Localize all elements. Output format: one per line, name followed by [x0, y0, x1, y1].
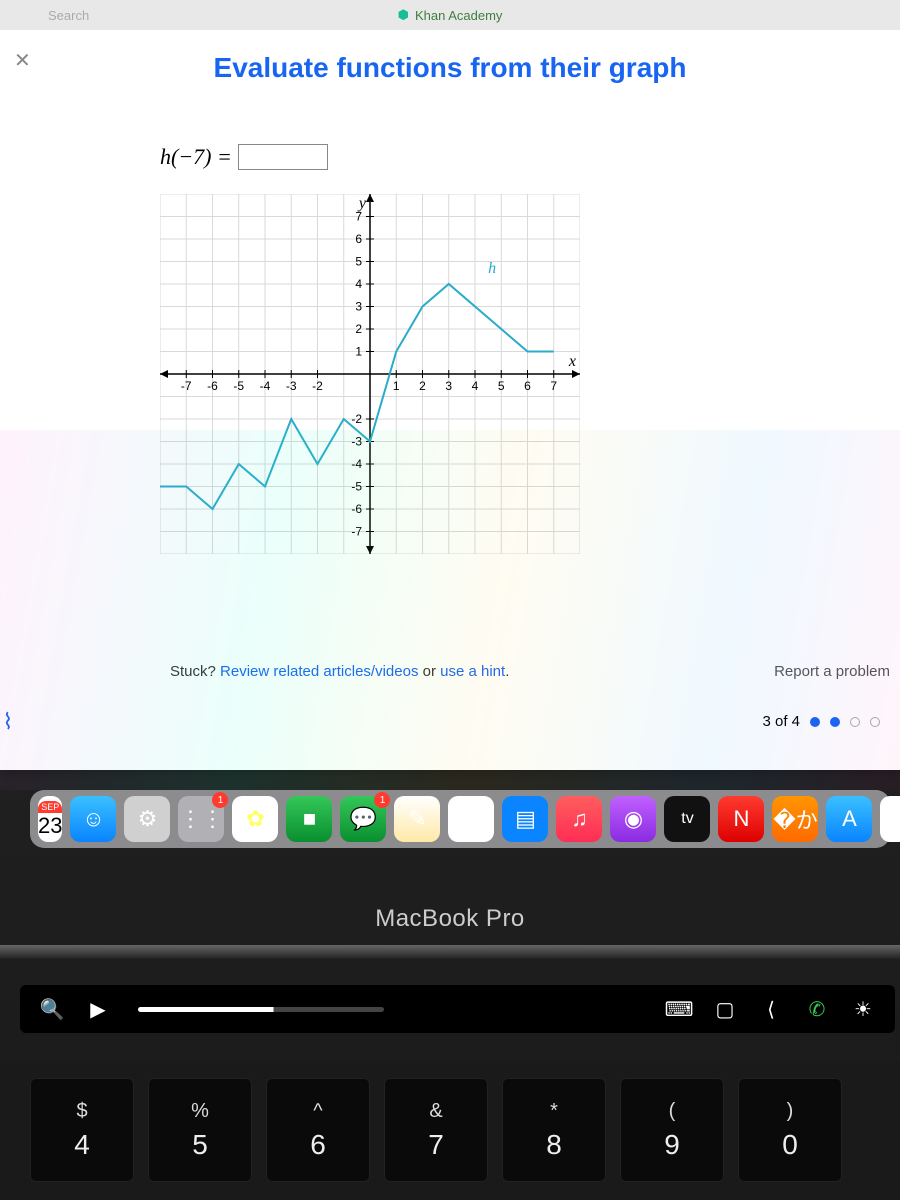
tab-search-placeholder: Search — [48, 8, 89, 23]
key-0[interactable]: )0 — [738, 1078, 842, 1182]
svg-text:-2: -2 — [312, 379, 323, 393]
key-7[interactable]: &7 — [384, 1078, 488, 1182]
hint-link[interactable]: use a hint — [440, 663, 505, 680]
svg-text:y: y — [357, 195, 367, 212]
tv-icon[interactable]: tv — [664, 796, 710, 842]
tb-search-icon[interactable]: 🔍 — [34, 997, 70, 1022]
svg-text:4: 4 — [355, 277, 362, 291]
notes-icon[interactable]: ✎ — [394, 796, 440, 842]
tb-play-icon[interactable]: ▶ — [80, 997, 116, 1022]
progress-dot-1 — [810, 717, 820, 727]
messages-icon[interactable]: 💬1 — [340, 796, 386, 842]
svg-text:h: h — [488, 260, 496, 277]
svg-text:7: 7 — [550, 379, 557, 393]
review-link[interactable]: Review related articles/videos — [220, 663, 418, 680]
tb-phone-icon[interactable]: ✆ — [799, 997, 835, 1022]
progress-text: 3 of 4 — [762, 713, 800, 730]
tb-input-icon[interactable]: ⌨ — [661, 997, 697, 1022]
svg-text:1: 1 — [393, 379, 400, 393]
podcasts-icon[interactable]: ◉ — [610, 796, 656, 842]
news-icon[interactable]: N — [718, 796, 764, 842]
exercise-content: h(−7) = -7 -6 -5 -4 -3 -2 1 2 3 4 5 6 7 -7 -6 -5 -4 -3 -2 1… — [160, 144, 900, 554]
notification-badge: 1 — [212, 792, 228, 808]
svg-text:-3: -3 — [286, 379, 297, 393]
svg-text:-4: -4 — [351, 457, 362, 471]
svg-text:5: 5 — [355, 255, 362, 269]
svg-text:-3: -3 — [351, 435, 362, 449]
svg-text:6: 6 — [355, 232, 362, 246]
svg-text:-5: -5 — [351, 480, 362, 494]
svg-text:2: 2 — [419, 379, 426, 393]
touch-bar: 🔍 ▶ ⌨ ▢ ⟨ ✆ ☀ — [20, 985, 895, 1033]
svg-text:-7: -7 — [181, 379, 192, 393]
numbers-icon[interactable]: ▥ — [448, 796, 494, 842]
notification-badge: 1 — [374, 792, 390, 808]
exercise-footer: Stuck? Review related articles/videos or… — [170, 663, 890, 680]
answer-input[interactable] — [238, 144, 328, 170]
svg-text:-6: -6 — [351, 502, 362, 516]
tb-slider[interactable] — [138, 1007, 384, 1012]
facetime-icon[interactable]: ■ — [286, 796, 332, 842]
site-title: ⬢ Khan Academy — [398, 7, 503, 23]
svg-text:3: 3 — [445, 379, 452, 393]
browser-tab-bar: Search ⬢ Khan Academy — [0, 0, 900, 30]
svg-text:2: 2 — [355, 322, 362, 336]
khan-logo-icon: ⬢ — [398, 7, 409, 23]
books-icon[interactable]: �か — [772, 796, 818, 842]
svg-text:-4: -4 — [260, 379, 271, 393]
progress-dot-3 — [850, 717, 860, 727]
prompt-lhs: h(−7) = — [160, 144, 232, 170]
svg-text:6: 6 — [524, 379, 531, 393]
svg-text:1: 1 — [355, 345, 362, 359]
report-problem-link[interactable]: Report a problem — [774, 663, 890, 680]
key-9[interactable]: (9 — [620, 1078, 724, 1182]
calendar-icon[interactable]: SEP 23 — [38, 796, 62, 842]
appstore-icon[interactable]: A — [826, 796, 872, 842]
launchpad-icon[interactable]: ⋮⋮1 — [178, 796, 224, 842]
tb-expand-icon[interactable]: ⟨ — [753, 997, 789, 1022]
svg-text:-2: -2 — [351, 412, 362, 426]
streak-icon: ⌇ — [2, 709, 13, 735]
system-prefs-icon[interactable]: ⚙ — [124, 796, 170, 842]
function-graph: -7-6-5-4-3-21234567-7-6-5-4-3-21234567yx… — [160, 194, 580, 554]
key-6[interactable]: ^6 — [266, 1078, 370, 1182]
safari-icon[interactable]: ◎ — [880, 796, 900, 842]
laptop-hinge — [0, 945, 900, 959]
page-title: Evaluate functions from their graph — [0, 52, 900, 84]
progress-row: ⌇ 3 of 4 — [762, 713, 880, 730]
progress-dot-4 — [870, 717, 880, 727]
macos-dock: SEP 23 ☺⚙⋮⋮1✿■💬1✎▥▤♫◉tvN�かA◎ — [30, 790, 890, 848]
svg-text:4: 4 — [472, 379, 479, 393]
key-8[interactable]: *8 — [502, 1078, 606, 1182]
stuck-text: Stuck? Review related articles/videos or… — [170, 663, 509, 680]
close-icon[interactable]: ✕ — [14, 48, 31, 73]
svg-text:-5: -5 — [233, 379, 244, 393]
keynote-icon[interactable]: ▤ — [502, 796, 548, 842]
tb-brightness-icon[interactable]: ☀ — [845, 997, 881, 1022]
svg-text:-7: -7 — [351, 525, 362, 539]
key-4[interactable]: $4 — [30, 1078, 134, 1182]
keyboard: $4%5^6&7*8(9)0 — [0, 1060, 900, 1200]
laptop-model-label: MacBook Pro — [375, 905, 525, 933]
key-5[interactable]: %5 — [148, 1078, 252, 1182]
progress-dot-2 — [830, 717, 840, 727]
svg-text:5: 5 — [498, 379, 505, 393]
tb-display-icon[interactable]: ▢ — [707, 997, 743, 1022]
finder-icon[interactable]: ☺ — [70, 796, 116, 842]
function-prompt: h(−7) = — [160, 144, 900, 170]
svg-text:3: 3 — [355, 300, 362, 314]
svg-text:-6: -6 — [207, 379, 218, 393]
browser-window: Search ⬢ Khan Academy ✕ Evaluate functio… — [0, 30, 900, 770]
svg-text:x: x — [568, 353, 576, 370]
music-icon[interactable]: ♫ — [556, 796, 602, 842]
photos-icon[interactable]: ✿ — [232, 796, 278, 842]
